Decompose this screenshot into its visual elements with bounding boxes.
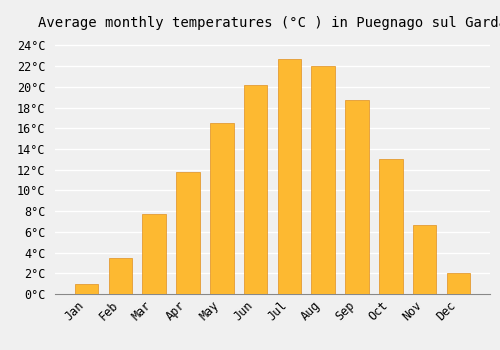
Bar xyxy=(210,123,234,294)
Bar xyxy=(312,66,335,294)
Bar xyxy=(278,59,301,294)
Bar xyxy=(142,214,166,294)
Bar xyxy=(244,85,268,294)
Bar xyxy=(413,225,436,294)
Bar xyxy=(176,172,200,294)
Bar xyxy=(379,159,402,294)
Title: Average monthly temperatures (°C ) in Puegnago sul Garda: Average monthly temperatures (°C ) in Pu… xyxy=(38,16,500,30)
Bar xyxy=(345,100,369,294)
Bar xyxy=(108,258,132,294)
Bar xyxy=(446,273,470,294)
Bar xyxy=(75,284,98,294)
